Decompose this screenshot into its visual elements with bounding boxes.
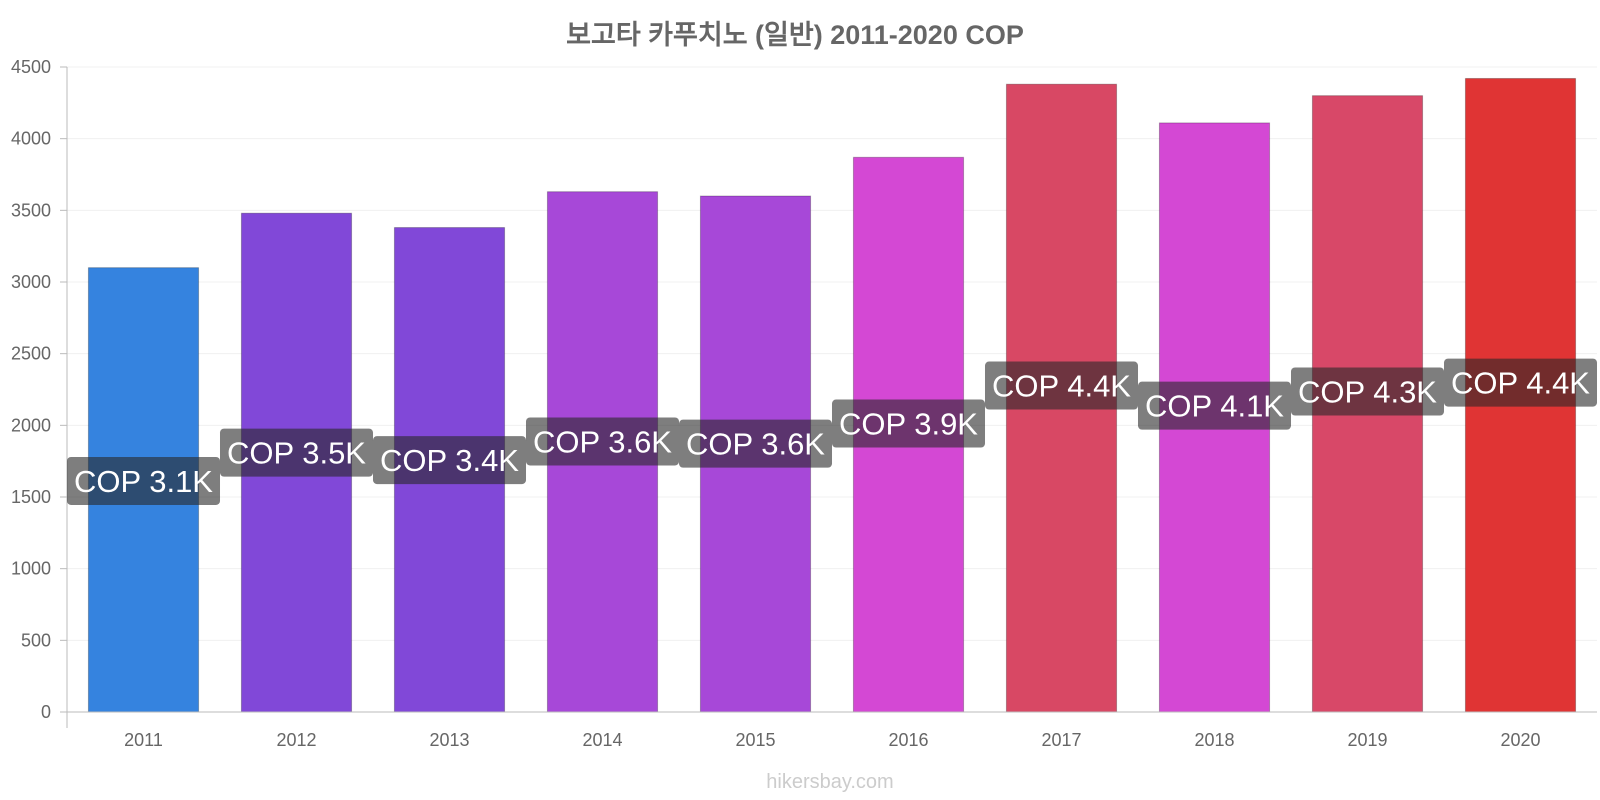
x-tick-label: 2018 bbox=[1194, 730, 1234, 750]
data-label-text: COP 4.4K bbox=[992, 369, 1131, 404]
data-labels: COP 3.1K COP 3.5K COP 3.4K COP 3.6K COP 3.6K… bbox=[66, 358, 1598, 505]
data-label-text: COP 3.6K bbox=[686, 427, 825, 462]
x-tick-label: 2020 bbox=[1500, 730, 1540, 750]
y-tick-label: 2500 bbox=[11, 344, 51, 364]
data-label: COP 3.9K bbox=[831, 399, 986, 448]
data-label: COP 3.4K bbox=[372, 436, 527, 485]
data-label-text: COP 4.1K bbox=[1145, 389, 1284, 424]
data-label: COP 4.3K bbox=[1290, 367, 1445, 416]
data-label: COP 3.1K bbox=[66, 456, 221, 505]
x-tick-label: 2019 bbox=[1347, 730, 1387, 750]
data-label-box bbox=[831, 399, 986, 448]
y-tick-label: 3000 bbox=[11, 272, 51, 292]
data-label-box bbox=[219, 428, 374, 477]
data-label-box bbox=[1443, 358, 1598, 407]
data-label-text: COP 4.3K bbox=[1298, 375, 1437, 410]
y-tick-label: 0 bbox=[41, 702, 51, 722]
data-label-box bbox=[372, 436, 527, 485]
data-label-box bbox=[525, 417, 680, 466]
y-tick-label: 1500 bbox=[11, 487, 51, 507]
y-tick-label: 2000 bbox=[11, 415, 51, 435]
y-tick-label: 3500 bbox=[11, 200, 51, 220]
y-tick-label: 1000 bbox=[11, 559, 51, 579]
data-label: COP 4.4K bbox=[1443, 358, 1598, 407]
y-tick-label: 4500 bbox=[11, 57, 51, 77]
x-tick-label: 2011 bbox=[124, 730, 163, 750]
x-tick-label: 2012 bbox=[276, 730, 316, 750]
data-label-text: COP 3.1K bbox=[74, 464, 213, 499]
data-label-box bbox=[1290, 367, 1445, 416]
data-label-box bbox=[678, 419, 833, 468]
y-axis-ticks: 0 500 1000 1500 2000 2500 3000 3500 4000 4500 bbox=[11, 57, 67, 722]
data-label-text: COP 3.9K bbox=[839, 407, 978, 442]
data-label: COP 3.6K bbox=[525, 417, 680, 466]
chart-title: 보고타 카푸치노 (일반) 2011-2020 COP bbox=[566, 20, 1024, 50]
x-tick-label: 2016 bbox=[888, 730, 928, 750]
data-label: COP 4.1K bbox=[1137, 381, 1292, 430]
x-tick-label: 2017 bbox=[1041, 730, 1081, 750]
data-label-box bbox=[1137, 381, 1292, 430]
data-label: COP 3.5K bbox=[219, 428, 374, 477]
data-label-text: COP 4.4K bbox=[1451, 366, 1590, 401]
data-label-text: COP 3.4K bbox=[380, 443, 519, 478]
axes bbox=[66, 67, 1597, 728]
x-axis-ticks: 2011 2012 2013 2014 2015 2016 2017 2018 2019 2020 bbox=[124, 730, 1540, 750]
x-tick-label: 2013 bbox=[429, 730, 469, 750]
data-label: COP 3.6K bbox=[678, 419, 833, 468]
x-tick-label: 2014 bbox=[582, 730, 622, 750]
y-tick-label: 4000 bbox=[11, 129, 51, 149]
y-tick-label: 500 bbox=[21, 630, 51, 650]
watermark: hikersbay.com bbox=[766, 771, 893, 793]
data-label-text: COP 3.5K bbox=[227, 436, 366, 471]
data-label-box bbox=[984, 361, 1139, 410]
x-tick-label: 2015 bbox=[735, 730, 775, 750]
data-label-box bbox=[66, 456, 221, 505]
data-label: COP 4.4K bbox=[984, 361, 1139, 410]
data-label-text: COP 3.6K bbox=[533, 424, 672, 459]
